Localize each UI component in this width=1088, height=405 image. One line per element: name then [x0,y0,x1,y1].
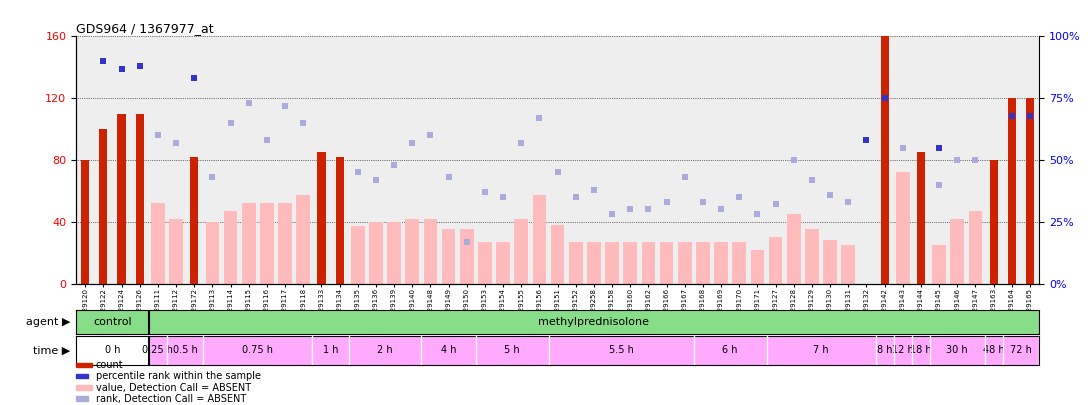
Bar [260,203,274,284]
Bar [623,242,638,284]
Bar [76,310,149,334]
Bar [985,336,1003,364]
Bar [876,336,893,364]
Bar [242,203,256,284]
Bar [989,160,998,284]
Bar [279,203,292,284]
Bar [369,222,383,284]
Text: count: count [96,360,123,370]
Bar [515,219,528,284]
Bar [478,242,492,284]
Bar [1026,98,1034,284]
Bar [421,336,475,364]
Text: 5.5 h: 5.5 h [609,345,633,355]
Bar [678,242,692,284]
Text: 12 h: 12 h [892,345,914,355]
Bar [930,336,985,364]
Bar [642,242,655,284]
Text: GDS964 / 1367977_at: GDS964 / 1367977_at [76,22,213,35]
Bar [496,242,510,284]
Text: 30 h: 30 h [947,345,968,355]
Bar [406,219,419,284]
Text: value, Detection Call = ABSENT: value, Detection Call = ABSENT [96,383,251,393]
Text: 18 h: 18 h [911,345,931,355]
Bar [118,114,126,284]
Bar [475,336,548,364]
Bar [82,160,89,284]
Bar [1003,336,1039,364]
Text: time ▶: time ▶ [34,345,71,355]
Bar [751,249,764,284]
Bar [387,222,400,284]
Text: 0.25 h: 0.25 h [143,345,173,355]
Text: 8 h: 8 h [877,345,892,355]
Bar [318,152,325,284]
Bar [203,336,312,364]
Text: 4 h: 4 h [441,345,456,355]
Bar [588,242,601,284]
Bar [968,211,982,284]
Bar [841,245,855,284]
Bar [767,336,876,364]
Bar [715,242,728,284]
Bar [932,245,945,284]
Bar [533,196,546,284]
Bar [190,157,198,284]
Text: methylprednisolone: methylprednisolone [539,317,650,327]
Bar [166,336,203,364]
Bar [442,230,456,284]
Bar [551,225,565,283]
Bar [694,336,767,364]
Text: rank, Detection Call = ABSENT: rank, Detection Call = ABSENT [96,394,246,404]
Bar [351,226,364,284]
Text: 72 h: 72 h [1010,345,1031,355]
Bar [824,240,837,284]
Bar [769,237,782,284]
Bar [548,336,694,364]
Text: 0.75 h: 0.75 h [243,345,273,355]
Text: 48 h: 48 h [982,345,1004,355]
Bar [917,152,925,284]
Bar [1007,98,1016,284]
Text: percentile rank within the sample: percentile rank within the sample [96,371,261,382]
Text: 0 h: 0 h [104,345,121,355]
Bar [696,242,709,284]
Bar [897,172,910,284]
Bar [569,242,582,284]
Text: 5 h: 5 h [505,345,520,355]
Bar [151,203,164,284]
Text: 2 h: 2 h [378,345,393,355]
Bar [423,219,437,284]
Bar [149,336,166,364]
Bar [348,336,421,364]
Text: 7 h: 7 h [813,345,829,355]
Bar [659,242,673,284]
Text: 0.5 h: 0.5 h [173,345,198,355]
Bar [206,222,219,284]
Bar [224,211,237,284]
Bar [136,114,144,284]
Bar [76,336,149,364]
Bar [787,214,801,284]
Bar [312,336,348,364]
Bar [880,36,889,284]
Bar [805,230,819,284]
Bar [296,196,310,284]
Bar [605,242,619,284]
Text: 1 h: 1 h [323,345,338,355]
Text: control: control [94,317,132,327]
Text: 6 h: 6 h [722,345,738,355]
Bar [460,230,473,284]
Text: agent ▶: agent ▶ [26,317,71,327]
Bar [99,129,108,284]
Bar [951,219,964,284]
Bar [732,242,746,284]
Bar [170,219,183,284]
Bar [893,336,912,364]
Bar [912,336,930,364]
Bar [335,157,344,284]
